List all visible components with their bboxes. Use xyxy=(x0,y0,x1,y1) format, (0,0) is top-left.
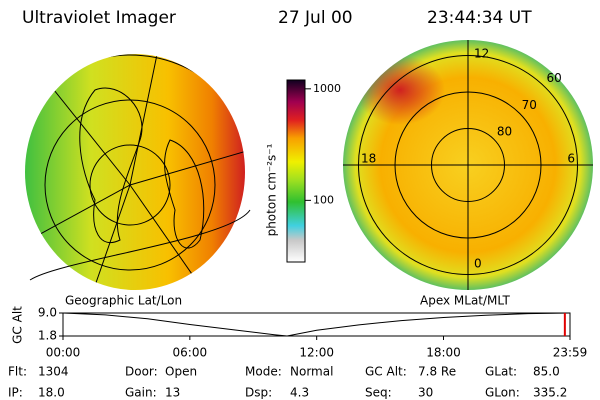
field-label: GLon: xyxy=(485,386,520,400)
mlt-label: 0 xyxy=(474,257,482,271)
lat-label: 60 xyxy=(546,71,561,85)
lat-label: 70 xyxy=(522,98,537,112)
field-label: GC Alt: xyxy=(365,365,407,379)
colorbar-tick-label: 100 xyxy=(313,193,334,206)
colorbar xyxy=(286,79,306,263)
left-map xyxy=(25,54,251,290)
time: 23:44:34 UT xyxy=(427,8,532,28)
field-value: 7.8 Re xyxy=(418,365,456,379)
field-value: 4.3 xyxy=(290,386,309,400)
field-value: Open xyxy=(165,365,197,379)
field-value: 85.0 xyxy=(533,365,560,379)
field-value: 13 xyxy=(165,386,180,400)
y-tick-label: 1.8 xyxy=(38,329,57,343)
mlt-label: 18 xyxy=(361,152,376,166)
field-label: Mode: xyxy=(245,365,282,379)
field-label: Dsp: xyxy=(245,386,272,400)
field-value: 30 xyxy=(418,386,433,400)
mlt-label: 6 xyxy=(567,152,575,166)
field-label: Gain: xyxy=(125,386,157,400)
altitude-plot xyxy=(59,312,571,340)
x-tick-label: 00:00 xyxy=(46,346,81,360)
field-value: Normal xyxy=(290,365,333,379)
instrument: Ultraviolet Imager xyxy=(22,8,176,28)
left-caption: Geographic Lat/Lon xyxy=(65,294,182,308)
altitude-curve xyxy=(62,312,571,337)
field-value: 335.2 xyxy=(533,386,567,400)
x-tick-label: 23:59 xyxy=(553,346,588,360)
field-label: Seq: xyxy=(365,386,392,400)
field-label: Door: xyxy=(125,365,158,379)
footer: Flt: 1304 Door: Open Mode: Normal GC Alt: 7.8 R… xyxy=(8,365,567,400)
right-caption: Apex MLat/MLT xyxy=(420,294,510,308)
colorbar-label: photon cm⁻²s⁻¹ xyxy=(265,143,279,236)
field-label: Flt: xyxy=(8,365,27,379)
x-tick-label: 18:00 xyxy=(426,346,461,360)
x-tick-label: 12:00 xyxy=(299,346,334,360)
colorbar-tick-label: 1000 xyxy=(313,82,341,95)
field-value: 1304 xyxy=(38,365,69,379)
mlt-label: 12 xyxy=(474,47,489,61)
field-value: 18.0 xyxy=(38,386,65,400)
field-label: GLat: xyxy=(485,365,517,379)
x-tick-label: 06:00 xyxy=(173,346,208,360)
altitude-label: GC Alt xyxy=(11,306,25,344)
field-label: IP: xyxy=(8,386,23,400)
y-tick-label: 9.0 xyxy=(38,306,57,320)
date: 27 Jul 00 xyxy=(278,8,353,28)
lat-label: 80 xyxy=(497,125,512,139)
